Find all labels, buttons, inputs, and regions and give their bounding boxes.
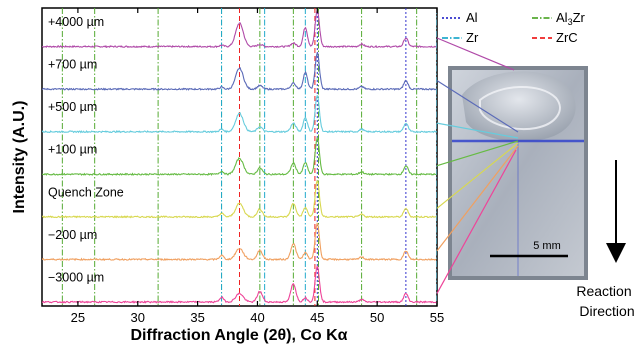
series-label: +700 µm — [48, 58, 97, 72]
arrow-label-line2: Direction — [579, 303, 634, 319]
legend-label: Al3Zr — [556, 10, 586, 27]
diffraction-traces — [42, 8, 437, 304]
x-tick-label: 55 — [430, 310, 444, 325]
connector-line — [436, 140, 519, 167]
x-tick-label: 45 — [310, 310, 324, 325]
connector-line — [436, 37, 515, 71]
x-axis-label: Diffraction Angle (2θ), Co Kα — [131, 327, 348, 344]
sample-photo: 5 mm — [448, 66, 588, 280]
series-trace — [42, 179, 437, 219]
legend-label: Zr — [466, 30, 479, 45]
connector-line — [436, 145, 519, 252]
series-trace — [42, 265, 437, 304]
connector-lines — [436, 37, 519, 294]
reference-lines — [61, 8, 437, 306]
series-label: +500 µm — [48, 100, 97, 114]
series-labels: +4000 µm +700 µm +500 µm +100 µm Quench Zone… — [48, 15, 124, 284]
legend-label: Al — [466, 10, 478, 25]
x-tick-label: 50 — [370, 310, 384, 325]
x-tick-label: 40 — [250, 310, 264, 325]
connector-line — [436, 80, 519, 133]
legend: Al Al3Zr Zr ZrC — [442, 10, 586, 45]
connector-line — [436, 149, 517, 294]
series-label: Quench Zone — [48, 185, 124, 199]
x-tick-label: 30 — [131, 310, 145, 325]
series-label: +4000 µm — [48, 15, 104, 29]
x-tick-label: 35 — [190, 310, 204, 325]
connector-line — [436, 122, 519, 139]
series-label: −3000 µm — [48, 270, 104, 284]
scale-bar-label: 5 mm — [533, 240, 561, 252]
x-axis-ticks: 25 30 35 40 45 50 55 — [71, 8, 444, 325]
series-label: +100 µm — [48, 143, 97, 157]
series-trace — [42, 8, 437, 49]
series-label: −200 µm — [48, 228, 97, 242]
series-trace — [42, 222, 437, 262]
legend-label: ZrC — [556, 30, 578, 45]
x-tick-label: 25 — [71, 310, 85, 325]
y-axis-label: Intensity (A.U.) — [11, 101, 28, 214]
arrow-label-line1: Reaction — [576, 283, 631, 299]
series-trace — [42, 95, 437, 134]
series-trace — [42, 136, 437, 177]
series-trace — [42, 52, 437, 91]
connector-line — [436, 142, 519, 209]
